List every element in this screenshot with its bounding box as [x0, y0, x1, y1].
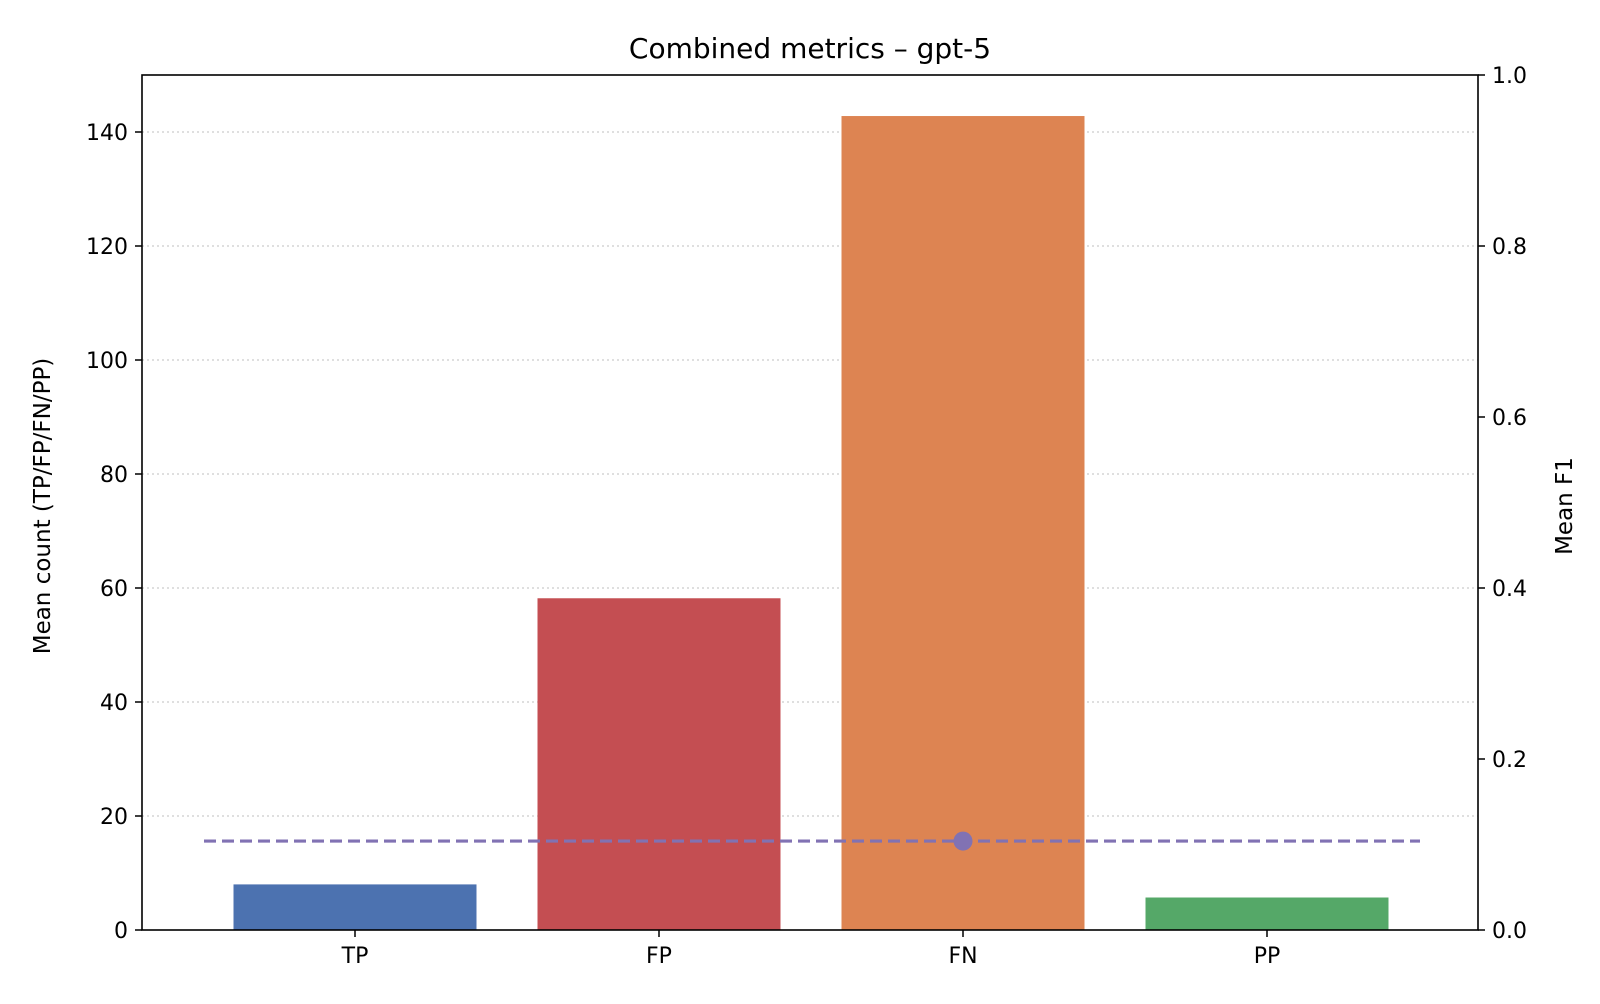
plot-frame — [141, 74, 1479, 931]
y-tick-label: 60 — [100, 577, 128, 602]
left-y-axis: 0 20 40 60 80 100 120 140 — [86, 121, 142, 944]
y-tick-label: 20 — [100, 805, 128, 830]
x-tick-label-tp: TP — [341, 944, 369, 969]
y-tick-label: 0 — [114, 919, 128, 944]
bar-tp — [233, 884, 477, 930]
y2-axis-label: Mean F1 — [1552, 457, 1578, 555]
x-tick-label-fp: FP — [646, 944, 672, 969]
x-tick-label-fn: FN — [948, 944, 977, 969]
f1-marker — [953, 831, 973, 851]
y-tick-label: 100 — [86, 349, 128, 374]
bar-fp — [537, 598, 781, 930]
bar-pp — [1145, 897, 1389, 930]
bars — [233, 116, 1389, 931]
y-tick-label: 80 — [100, 463, 128, 488]
y-axis-label: Mean count (TP/FP/FN/PP) — [30, 358, 56, 655]
chart-title: Combined metrics – gpt-5 — [629, 32, 991, 65]
y-tick-label: 120 — [86, 235, 128, 260]
gridlines — [142, 131, 1478, 817]
f1-series — [204, 831, 1420, 851]
y2-tick-label: 0.8 — [1492, 235, 1527, 260]
x-tick-label-pp: PP — [1254, 944, 1281, 969]
y-tick-label: 140 — [86, 121, 128, 146]
y2-tick-label: 0.6 — [1492, 406, 1527, 431]
y2-tick-label: 0.2 — [1492, 748, 1527, 773]
bar-fn — [841, 116, 1085, 931]
x-axis: TP FP FN PP — [341, 930, 1281, 969]
y2-tick-label: 1.0 — [1492, 64, 1527, 89]
y-tick-label: 40 — [100, 691, 128, 716]
y2-tick-label: 0.0 — [1492, 919, 1527, 944]
y2-tick-label: 0.4 — [1492, 577, 1527, 602]
axes — [141, 74, 1479, 931]
right-y-axis: 0.0 0.2 0.4 0.6 0.8 1.0 — [1478, 64, 1527, 944]
